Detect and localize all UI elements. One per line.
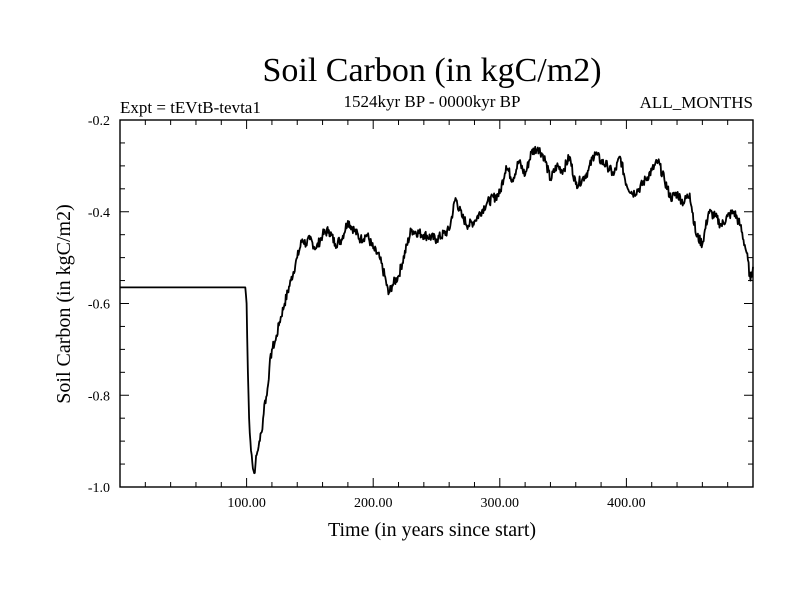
x-tick-label: 400.00 [607,496,646,511]
x-tick-label: 300.00 [481,496,520,511]
series-line-soil-carbon [120,145,754,475]
chart-title: Soil Carbon (in kgC/m2) [262,52,601,89]
y-tick-label: -0.8 [88,389,110,404]
chart-subtitle-experiment: Expt = tEVtB-tevta1 [120,98,261,117]
y-tick-label: -0.4 [88,206,110,221]
axis-ticks [120,120,753,487]
x-axis-label: Time (in years since start) [328,519,536,541]
chart-subtitle-months: ALL_MONTHS [640,93,753,112]
y-tick-label: -0.2 [88,114,110,129]
y-tick-label: -0.6 [88,298,110,313]
tick-labels: 100.00 200.00 300.00 400.00 -1.0 -0.8 -0.6 -0.4… [88,114,646,511]
plot-frame [119,119,754,488]
chart-subtitle-period: 1524kyr BP - 0000kyr BP [344,92,521,111]
x-tick-label: 100.00 [227,496,266,511]
y-axis-label: Soil Carbon (in kgC/m2) [53,204,75,403]
y-tick-label: -1.0 [88,481,110,496]
x-tick-label: 200.00 [354,496,393,511]
